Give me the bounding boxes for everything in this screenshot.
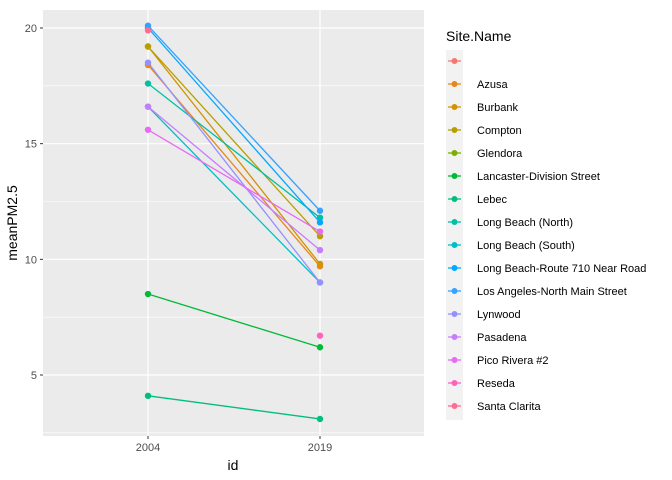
legend: Site.Name Azusa Burbank Compton Glendora Lan… [446, 28, 646, 420]
legend-key-point [451, 219, 458, 225]
legend-key-point [451, 288, 458, 294]
legend-label: Los Angeles-North Main Street [477, 286, 627, 298]
legend-label: Lancaster-Division Street [477, 171, 600, 183]
legend-label: Azusa [477, 79, 508, 91]
legend-key-point [451, 81, 458, 87]
data-point [144, 290, 152, 298]
legend-label: Santa Clarita [477, 401, 541, 413]
legend-label: Reseda [477, 378, 516, 390]
series-lines [147, 25, 321, 420]
panel-background [43, 10, 424, 436]
legend-label: Burbank [477, 102, 518, 114]
data-point [316, 415, 324, 423]
legend-items: Azusa Burbank Compton Glendora Lancaster-Div… [446, 50, 646, 420]
legend-label: Long Beach-Route 710 Near Road [477, 263, 646, 275]
legend-key-point [451, 58, 458, 64]
y-axis-title: meanPM2.5 [4, 185, 20, 261]
data-point [144, 43, 152, 50]
series-line [147, 62, 321, 283]
x-axis: 2004 2019 [136, 436, 332, 454]
x-axis-title: id [228, 457, 239, 473]
series-line [147, 129, 321, 233]
legend-key-point [451, 403, 458, 409]
series-line [147, 83, 321, 219]
grid-major [43, 10, 424, 436]
data-point [316, 219, 324, 226]
series-line [147, 106, 321, 251]
data-point [316, 233, 324, 240]
data-point [144, 27, 152, 34]
legend-key-background [446, 50, 463, 420]
data-point [316, 228, 324, 235]
legend-key-point [451, 242, 458, 248]
grid-minor [43, 85, 424, 434]
series-line [147, 46, 321, 265]
y-axis: 5 10 15 20 [25, 23, 43, 382]
legend-label: Lynwood [477, 309, 521, 321]
x-tick-label: 2019 [308, 442, 332, 454]
legend-label: Pico Rivera #2 [477, 355, 549, 367]
data-point [144, 103, 152, 110]
series-points [144, 22, 324, 423]
legend-key-point [451, 265, 458, 271]
x-tick-label: 2004 [136, 442, 160, 454]
legend-title: Site.Name [446, 28, 512, 44]
y-tick-label: 20 [25, 23, 37, 35]
series-line [147, 106, 321, 283]
y-tick-label: 15 [25, 139, 37, 151]
data-point [144, 80, 152, 87]
legend-key-point [451, 334, 458, 340]
y-tick-label: 10 [25, 254, 37, 266]
legend-key-point [451, 173, 458, 179]
legend-key-point [451, 127, 458, 133]
data-point [316, 207, 324, 214]
data-point [316, 344, 324, 351]
series-line [147, 395, 321, 420]
legend-label: Compton [477, 125, 522, 137]
data-point [316, 214, 324, 221]
legend-label: Glendora [477, 148, 523, 160]
legend-label: Long Beach (North) [477, 217, 573, 229]
data-point [144, 59, 152, 66]
legend-key-point [451, 311, 458, 317]
y-tick-label: 5 [31, 370, 37, 382]
legend-key-point [451, 380, 458, 386]
legend-label: Long Beach (South) [477, 240, 575, 252]
series-line [147, 27, 321, 223]
legend-label: Lebec [477, 194, 507, 206]
legend-key-point [451, 150, 458, 156]
data-point [316, 260, 324, 268]
data-point [316, 332, 324, 339]
legend-key-point [451, 104, 458, 110]
data-point [144, 22, 152, 29]
series-line [147, 46, 321, 237]
series-line [147, 293, 321, 348]
legend-key-point [451, 196, 458, 202]
series-line [147, 25, 321, 212]
data-point [316, 246, 324, 254]
data-point [144, 126, 152, 133]
data-point [144, 392, 152, 400]
legend-key-point [451, 357, 458, 363]
data-point [316, 279, 324, 286]
legend-label: Pasadena [477, 332, 527, 344]
